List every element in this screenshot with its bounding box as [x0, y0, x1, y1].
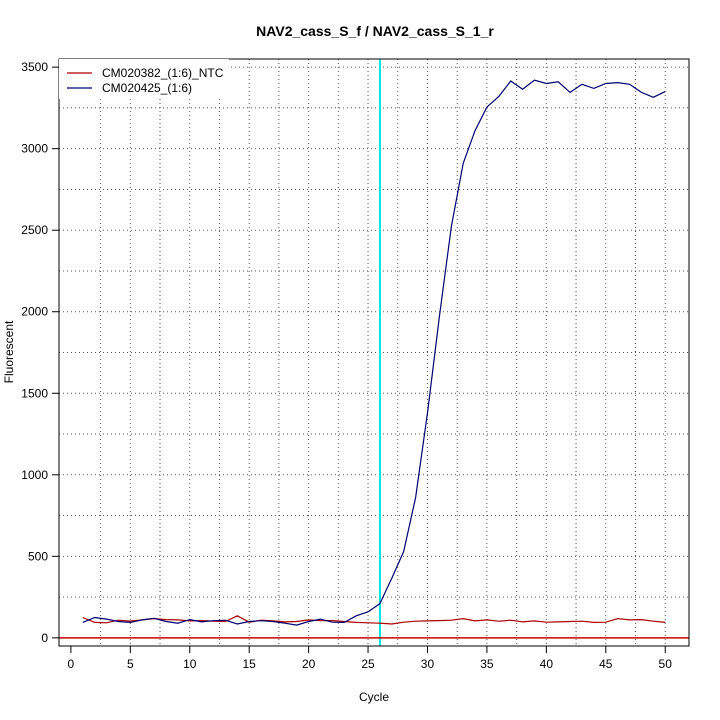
y-axis: 0 500 1000 1500 2000 2500 3000 3500 [21, 60, 60, 645]
legend-label-1: CM020382_(1:6)_NTC [102, 66, 224, 80]
y-tick-label: 1500 [21, 386, 48, 400]
x-tick-label: 0 [68, 657, 75, 671]
y-tick-label: 3000 [21, 142, 48, 156]
x-tick-label: 10 [183, 657, 197, 671]
y-tick-label: 0 [41, 631, 48, 645]
x-tick-label: 30 [421, 657, 435, 671]
grid-lines [59, 59, 689, 646]
x-tick-label: 25 [361, 657, 375, 671]
series-line-2 [82, 79, 666, 626]
x-axis-label: Cycle [359, 690, 389, 704]
x-tick-label: 15 [243, 657, 257, 671]
legend-box [59, 59, 229, 99]
y-tick-label: 500 [28, 549, 48, 563]
x-tick-label: 45 [599, 657, 613, 671]
legend-label-2: CM020425_(1:6) [102, 81, 192, 95]
x-tick-label: 5 [127, 657, 134, 671]
x-tick-label: 35 [480, 657, 494, 671]
y-tick-label: 2500 [21, 223, 48, 237]
y-tick-label: 1000 [21, 468, 48, 482]
y-tick-label: 2000 [21, 305, 48, 319]
x-tick-label: 50 [659, 657, 673, 671]
plot-frame [58, 58, 690, 647]
x-tick-label: 40 [540, 657, 554, 671]
series-line-1 [82, 615, 666, 625]
series-layer [82, 79, 666, 626]
y-tick-label: 3500 [21, 60, 48, 74]
y-axis-label: Fluorescent [2, 320, 16, 383]
chart-title: NAV2_cass_S_f / NAV2_cass_S_1_r [256, 23, 494, 39]
x-tick-label: 20 [302, 657, 316, 671]
x-axis: 0 5 10 15 20 25 30 35 40 45 50 [68, 645, 673, 671]
